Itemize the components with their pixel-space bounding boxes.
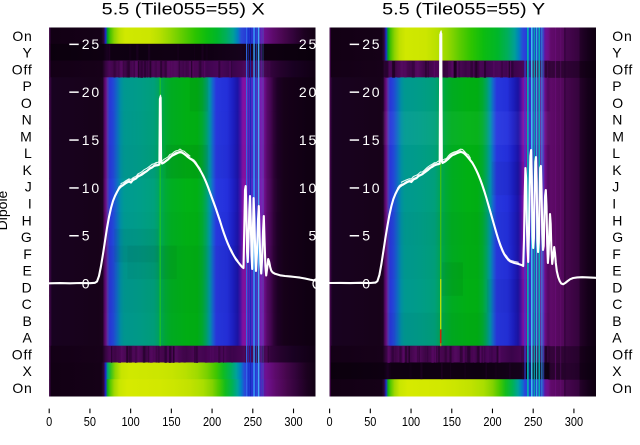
svg-text:J: J [25, 179, 33, 195]
svg-text:P: P [22, 78, 32, 94]
svg-text:100: 100 [402, 414, 420, 429]
svg-text:Y: Y [22, 45, 32, 61]
svg-text:0: 0 [46, 414, 52, 429]
svg-text:F: F [23, 246, 32, 262]
svg-text:5: 5 [82, 228, 92, 244]
svg-text:O: O [612, 95, 624, 111]
svg-text:5: 5 [362, 228, 372, 244]
svg-text:L: L [612, 145, 621, 161]
svg-text:150: 150 [443, 414, 461, 429]
svg-text:20: 20 [362, 84, 381, 100]
svg-text:20: 20 [299, 84, 318, 100]
svg-text:K: K [22, 162, 32, 178]
svg-text:N: N [22, 112, 33, 128]
svg-text:F: F [612, 246, 621, 262]
svg-text:E: E [612, 263, 622, 279]
svg-text:H: H [22, 212, 33, 228]
svg-text:15: 15 [82, 132, 101, 148]
svg-text:X: X [612, 363, 622, 379]
svg-text:50: 50 [364, 414, 376, 429]
svg-text:10: 10 [299, 180, 318, 196]
svg-text:Off: Off [612, 347, 633, 363]
svg-text:On: On [612, 380, 632, 396]
svg-text:On: On [12, 28, 32, 44]
svg-text:C: C [612, 296, 623, 312]
svg-text:50: 50 [84, 414, 96, 429]
svg-text:150: 150 [162, 414, 180, 429]
svg-text:250: 250 [244, 414, 262, 429]
svg-text:K: K [612, 162, 622, 178]
svg-text:I: I [612, 196, 617, 212]
svg-text:25: 25 [82, 36, 101, 52]
svg-text:C: C [22, 296, 33, 312]
svg-text:X: X [22, 363, 32, 379]
svg-text:D: D [612, 279, 623, 295]
svg-text:L: L [24, 145, 33, 161]
svg-text:I: I [28, 196, 33, 212]
svg-text:20: 20 [82, 84, 101, 100]
svg-text:Dipole: Dipole [0, 190, 10, 230]
svg-text:G: G [612, 229, 624, 245]
svg-text:N: N [612, 112, 623, 128]
svg-text:E: E [22, 263, 32, 279]
svg-text:Off: Off [612, 61, 633, 77]
svg-text:200: 200 [483, 414, 501, 429]
svg-text:300: 300 [284, 414, 302, 429]
svg-text:A: A [612, 330, 622, 346]
svg-text:15: 15 [299, 132, 318, 148]
svg-text:On: On [612, 28, 632, 44]
svg-text:25: 25 [299, 36, 318, 52]
svg-text:250: 250 [524, 414, 542, 429]
svg-text:5.5 (Tile055=55) X: 5.5 (Tile055=55) X [102, 0, 265, 19]
svg-text:0: 0 [362, 276, 370, 292]
svg-text:B: B [22, 313, 32, 329]
svg-text:On: On [12, 380, 32, 396]
svg-text:10: 10 [82, 180, 101, 196]
svg-text:0: 0 [82, 276, 90, 292]
svg-text:200: 200 [203, 414, 221, 429]
svg-text:100: 100 [121, 414, 139, 429]
svg-text:B: B [612, 313, 622, 329]
svg-text:5.5 (Tile055=55) Y: 5.5 (Tile055=55) Y [382, 0, 545, 19]
svg-text:O: O [21, 95, 33, 111]
svg-text:300: 300 [565, 414, 583, 429]
svg-text:10: 10 [362, 180, 381, 196]
svg-text:5: 5 [309, 228, 319, 244]
svg-text:P: P [612, 78, 622, 94]
svg-text:25: 25 [362, 36, 381, 52]
svg-text:Off: Off [12, 61, 33, 77]
svg-text:D: D [22, 279, 33, 295]
svg-text:M: M [20, 128, 32, 144]
svg-text:G: G [21, 229, 33, 245]
svg-text:A: A [22, 330, 32, 346]
svg-text:Y: Y [612, 45, 622, 61]
svg-text:0: 0 [327, 414, 333, 429]
svg-text:H: H [612, 212, 623, 228]
svg-text:J: J [612, 179, 620, 195]
svg-text:Off: Off [12, 347, 33, 363]
svg-text:15: 15 [362, 132, 381, 148]
svg-text:M: M [612, 128, 624, 144]
